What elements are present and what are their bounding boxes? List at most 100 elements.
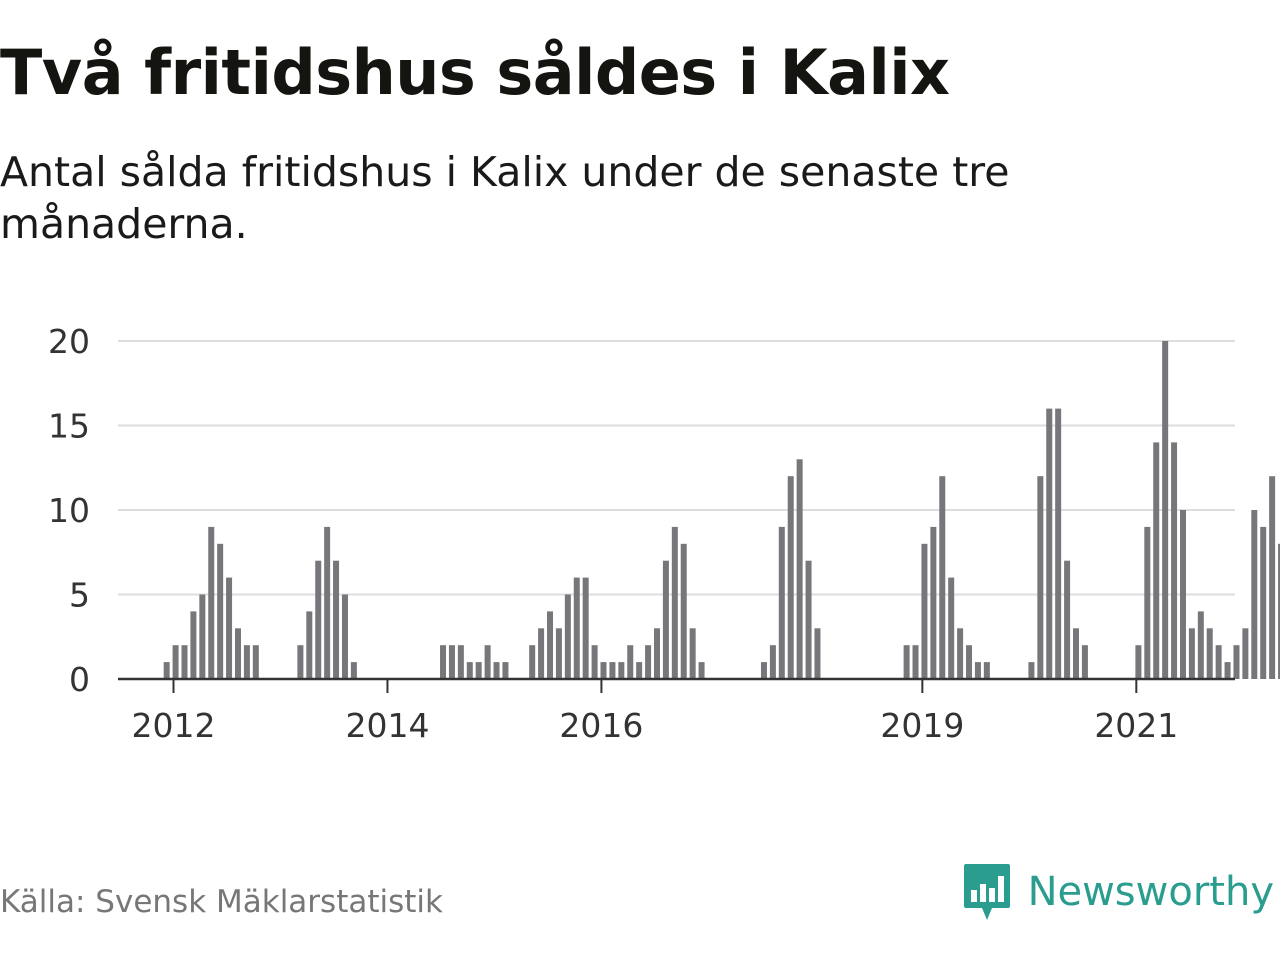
bar xyxy=(645,645,652,679)
bar xyxy=(484,645,491,679)
bar xyxy=(787,476,794,679)
bar xyxy=(769,645,776,679)
bar xyxy=(1260,526,1267,679)
bar xyxy=(814,628,821,679)
bar xyxy=(1046,408,1053,679)
y-tick-label: 10 xyxy=(48,491,90,530)
bar xyxy=(466,662,473,679)
bar xyxy=(181,645,188,679)
bar xyxy=(921,543,928,679)
bar xyxy=(1064,560,1071,679)
bar xyxy=(1206,628,1213,679)
bar xyxy=(573,577,580,679)
bar xyxy=(234,628,241,679)
bar xyxy=(1269,476,1276,679)
bar xyxy=(475,662,482,679)
source-note: Källa: Svensk Mäklarstatistik xyxy=(0,884,443,920)
bar xyxy=(1028,662,1035,679)
bar xyxy=(1278,543,1280,679)
chart-title: Två fritidshus såldes i Kalix xyxy=(0,36,950,109)
bar xyxy=(1073,628,1079,679)
bar xyxy=(1242,628,1249,679)
x-tick-label: 2014 xyxy=(345,706,429,745)
bar xyxy=(199,594,206,679)
bar xyxy=(324,526,331,679)
bar-chart: 051015202201220142016201920212023 xyxy=(48,322,1280,745)
bar xyxy=(930,526,937,679)
bar-chart-speech-bubble-icon xyxy=(963,864,1010,920)
chart-subtitle: Antal sålda fritidshus i Kalix under de … xyxy=(0,148,1010,248)
bar xyxy=(1233,645,1240,679)
bar xyxy=(591,645,598,679)
brand-name: Newsworthy xyxy=(1027,869,1274,915)
bar xyxy=(939,476,946,679)
bar xyxy=(502,662,509,679)
bar xyxy=(698,662,705,679)
bar xyxy=(974,662,981,679)
bar xyxy=(1171,442,1178,679)
bar xyxy=(208,526,215,679)
bar xyxy=(582,577,589,679)
bar xyxy=(1153,442,1160,679)
bar xyxy=(636,662,643,679)
bar xyxy=(600,662,607,679)
bar xyxy=(609,662,616,679)
bar xyxy=(1135,645,1142,679)
bar xyxy=(350,662,357,679)
bar xyxy=(226,577,233,679)
bar xyxy=(538,628,545,679)
x-tick-label: 2021 xyxy=(1094,706,1178,745)
bar xyxy=(957,628,964,679)
bar xyxy=(1215,645,1222,679)
bar xyxy=(306,611,313,679)
bar xyxy=(1037,476,1044,679)
bar xyxy=(1251,510,1258,679)
bar xyxy=(680,543,687,679)
bar xyxy=(653,628,660,679)
bar xyxy=(493,662,500,679)
bar xyxy=(217,543,224,679)
bar xyxy=(457,645,464,679)
bar xyxy=(796,459,803,679)
x-tick-label: 2019 xyxy=(880,706,964,745)
x-tick-label: 2016 xyxy=(559,706,643,745)
y-tick-label: 20 xyxy=(48,322,90,361)
y-tick-label: 15 xyxy=(48,407,90,446)
bar xyxy=(912,645,919,679)
bar xyxy=(529,645,536,679)
bar xyxy=(555,628,562,679)
bar xyxy=(333,560,340,679)
bar xyxy=(547,611,554,679)
bar xyxy=(966,645,973,679)
y-tick-label: 5 xyxy=(69,576,90,615)
bar xyxy=(662,560,669,679)
bar xyxy=(297,645,304,679)
bar xyxy=(190,611,197,679)
bar xyxy=(163,662,170,679)
bar xyxy=(618,662,625,679)
bar xyxy=(440,645,447,679)
bar xyxy=(1224,662,1231,679)
bars xyxy=(163,341,1280,679)
y-tick-label: 0 xyxy=(69,660,90,699)
bar xyxy=(1144,526,1151,679)
bar xyxy=(341,594,348,679)
bar xyxy=(172,645,179,679)
bar xyxy=(903,645,910,679)
bar xyxy=(948,577,955,679)
bar xyxy=(1162,341,1169,679)
bar xyxy=(1197,611,1204,679)
bar xyxy=(689,628,696,679)
bar xyxy=(1081,645,1088,679)
x-tick-label: 2012 xyxy=(132,706,216,745)
bar xyxy=(1179,510,1186,679)
bar xyxy=(448,645,455,679)
bar xyxy=(1188,628,1195,679)
bar xyxy=(564,594,571,679)
bar xyxy=(805,560,812,679)
brand-logo[interactable]: Newsworthy xyxy=(962,862,1274,922)
bar xyxy=(778,526,785,679)
bar xyxy=(252,645,259,679)
bar xyxy=(983,662,990,679)
bar xyxy=(760,662,767,679)
